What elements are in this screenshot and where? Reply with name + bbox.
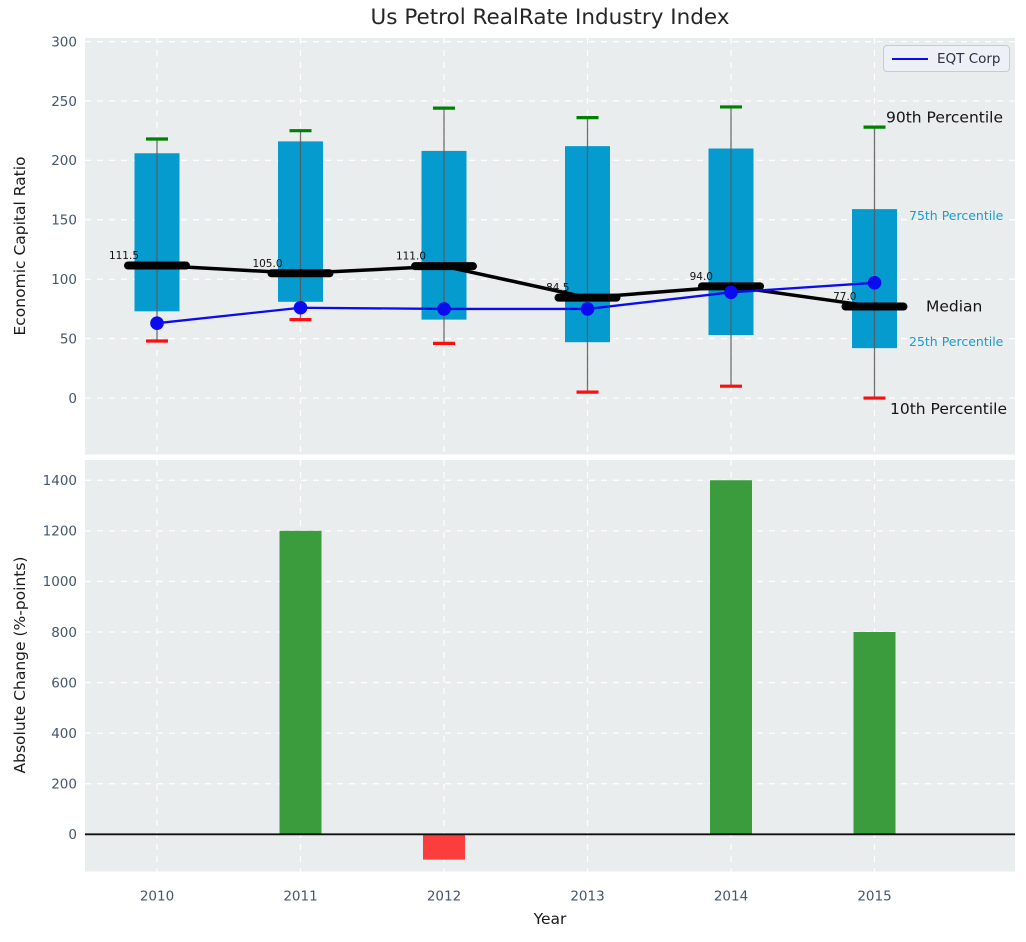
bottom-ytick-label: 1200 bbox=[43, 524, 77, 540]
xtick-label: 2010 bbox=[140, 889, 174, 905]
top-ytick-label: 100 bbox=[51, 272, 77, 288]
xtick-label: 2011 bbox=[283, 889, 317, 905]
top-ytick-label: 250 bbox=[51, 94, 77, 110]
median-value-label-2010: 111.5 bbox=[109, 250, 139, 262]
annotation-median: Median bbox=[926, 298, 982, 316]
top-ytick-label: 150 bbox=[51, 213, 77, 229]
xtick-label: 2014 bbox=[714, 889, 748, 905]
median-value-label-2014: 94.0 bbox=[690, 271, 713, 283]
change-bar-2011 bbox=[279, 530, 322, 835]
bottom-ytick-label: 800 bbox=[51, 625, 77, 641]
eqt-corp-point-2015 bbox=[867, 275, 882, 290]
bottom-ytick-label: 1000 bbox=[43, 574, 77, 590]
annotation-25th-percentile: 25th Percentile bbox=[909, 334, 1004, 349]
annotation-90th-percentile: 90th Percentile bbox=[886, 109, 1003, 127]
eqt-corp-line bbox=[156, 281, 875, 325]
legend: EQT Corp bbox=[883, 45, 1010, 72]
top-ytick-label: 200 bbox=[51, 153, 77, 169]
legend-label: EQT Corp bbox=[937, 50, 1001, 67]
median-value-label-2015: 77.0 bbox=[833, 291, 856, 303]
top-ytick-label: 50 bbox=[60, 331, 77, 347]
top-ytick-label: 300 bbox=[51, 34, 77, 50]
eqt-corp-line-swatch bbox=[892, 57, 928, 60]
change-bar-2012 bbox=[423, 834, 465, 860]
bottom-ytick-label: 1400 bbox=[43, 473, 77, 489]
bottom-ytick-label: 400 bbox=[51, 726, 77, 742]
xtick-label: 2013 bbox=[570, 889, 604, 905]
chart-title: Us Petrol RealRate Industry Index bbox=[370, 5, 730, 30]
median-value-label-2011: 105.0 bbox=[252, 258, 282, 270]
eqt-corp-point-2013 bbox=[580, 302, 595, 316]
median-value-label-2012: 111.0 bbox=[396, 251, 426, 263]
xtick-label: 2015 bbox=[857, 889, 891, 905]
top-ytick-label: 0 bbox=[68, 391, 77, 407]
annotation-10th-percentile: 10th Percentile bbox=[890, 400, 1007, 418]
eqt-corp-point-2014 bbox=[724, 285, 738, 300]
bottom-ytick-label: 0 bbox=[68, 827, 77, 843]
eqt-corp-point-2012 bbox=[437, 302, 451, 316]
change-bar-2014 bbox=[710, 480, 752, 835]
change-bar-2015 bbox=[853, 631, 896, 835]
x-axis-label: Year bbox=[533, 910, 567, 928]
median-value-label-2013: 84.5 bbox=[546, 282, 569, 294]
eqt-corp-point-2010 bbox=[150, 316, 164, 330]
annotation-75th-percentile: 75th Percentile bbox=[909, 208, 1004, 223]
bottom-ytick-label: 200 bbox=[51, 777, 77, 793]
bottom-ytick-label: 600 bbox=[51, 675, 77, 691]
eqt-corp-point-2011 bbox=[293, 300, 308, 315]
xtick-label: 2012 bbox=[427, 889, 461, 905]
